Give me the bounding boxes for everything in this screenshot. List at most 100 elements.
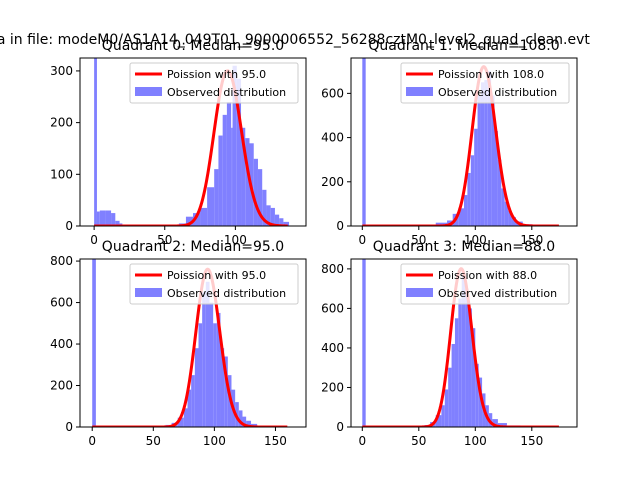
- histogram-bar: [105, 210, 112, 226]
- histogram-bar: [241, 127, 246, 226]
- x-tick-label: 0: [358, 233, 366, 247]
- x-tick-label: 50: [146, 434, 161, 448]
- histogram-bar: [232, 65, 237, 226]
- histogram-bar: [470, 155, 475, 226]
- histogram-bar: [475, 363, 479, 427]
- axes-frame: [350, 57, 578, 227]
- legend-hist-label: Observed distribution: [438, 287, 557, 300]
- histogram-bar: [274, 214, 280, 226]
- histogram-bar: [444, 389, 449, 427]
- histogram-bar: [262, 189, 267, 226]
- histogram-bar: [478, 377, 483, 427]
- histogram-bar: [191, 375, 195, 427]
- x-tick-label: 150: [520, 434, 543, 448]
- histogram-bar: [471, 328, 476, 427]
- legend-hist-swatch: [135, 288, 162, 297]
- histogram-bar: [92, 259, 96, 427]
- legend-poisson-label: Poission with 95.0: [167, 68, 266, 81]
- histogram-bar: [465, 288, 469, 427]
- x-tick-label: 150: [264, 434, 287, 448]
- y-tick-label: 600: [50, 296, 73, 310]
- legend-box: [129, 263, 299, 305]
- histogram-bar: [202, 292, 206, 427]
- panel-quadrant-0: Quadrant 0: Median=95.0 0 50 100 0 100 200 300 P…: [50, 38, 307, 247]
- y-tick-label: 800: [50, 254, 73, 268]
- poisson-curve: [93, 69, 289, 226]
- histogram-bar: [484, 80, 488, 226]
- y-tick-label: 0: [65, 219, 73, 233]
- y-tick-label: 400: [50, 337, 73, 351]
- histogram-bar: [464, 195, 468, 226]
- panel-title: Quadrant 2: Median=95.0: [102, 239, 284, 255]
- panel-quadrant-1: Quadrant 1: Median=108.0 0 50 100 150 0 200 400…: [321, 38, 578, 247]
- y-tick-label: 300: [50, 64, 73, 78]
- histogram-bar: [487, 71, 492, 226]
- histogram-bar: [231, 127, 233, 226]
- histogram-bar: [236, 78, 242, 226]
- legend-hist-swatch: [406, 87, 433, 96]
- y-tick-label: 600: [321, 301, 344, 315]
- histogram-bar: [257, 169, 263, 226]
- histogram-bar: [226, 101, 232, 226]
- histogram-bar: [477, 95, 481, 226]
- x-tick-label: 0: [90, 233, 98, 247]
- legend-poisson-label: Poission with 95.0: [167, 269, 266, 282]
- legend: Poission with 95.0 Observed distribution: [129, 62, 299, 104]
- legend-poisson-label: Poission with 88.0: [438, 269, 537, 282]
- axes-frame: [79, 258, 307, 428]
- y-tick-label: 400: [321, 341, 344, 355]
- histogram-bar: [508, 210, 512, 226]
- histogram-bar: [362, 259, 366, 427]
- legend-poisson-label: Poission with 108.0: [438, 68, 544, 81]
- histogram-bar: [451, 343, 455, 427]
- y-tick-label: 600: [321, 86, 344, 100]
- histogram-bar: [468, 308, 472, 427]
- histogram-bar: [222, 114, 227, 226]
- x-tick-label: 100: [464, 233, 487, 247]
- histogram-bar: [187, 389, 192, 427]
- histogram-bar: [266, 205, 271, 226]
- histogram-bar: [111, 213, 116, 226]
- histogram-bar: [213, 323, 217, 427]
- legend: Poission with 88.0 Observed distribution: [400, 263, 570, 305]
- histogram-bar: [218, 135, 223, 226]
- legend-box: [129, 62, 299, 104]
- panel-title: Quadrant 1: Median=108.0: [368, 38, 559, 54]
- y-tick-label: 800: [321, 262, 344, 276]
- x-tick-label: 0: [358, 434, 366, 448]
- histogram-bar: [205, 281, 210, 427]
- x-tick-label: 50: [157, 233, 172, 247]
- x-tick-label: 100: [464, 434, 487, 448]
- legend-hist-label: Observed distribution: [167, 86, 286, 99]
- y-tick-label: 0: [336, 219, 344, 233]
- histogram-bar: [441, 405, 445, 427]
- histogram-bar: [246, 420, 252, 427]
- y-tick-label: 200: [50, 379, 73, 393]
- x-tick-label: 50: [411, 233, 426, 247]
- histogram-bar: [458, 208, 464, 226]
- x-tick-label: 50: [411, 434, 426, 448]
- legend: Poission with 108.0 Observed distribution: [400, 62, 570, 104]
- histogram-bar: [511, 217, 516, 226]
- histogram-bar: [435, 222, 448, 226]
- histogram-bar: [480, 82, 485, 226]
- histogram-bar: [198, 323, 203, 427]
- histogram-bar: [177, 417, 184, 427]
- histogram-bar: [238, 410, 243, 427]
- legend-hist-swatch: [406, 288, 433, 297]
- histogram-bar: [115, 220, 120, 226]
- histogram-bar: [209, 302, 214, 427]
- legend: Poission with 95.0 Observed distribution: [129, 263, 299, 305]
- histogram-bar: [494, 130, 498, 226]
- histogram-bar: [448, 367, 452, 427]
- histogram-bar: [501, 188, 505, 226]
- histogram-bar: [491, 95, 495, 226]
- histogram-bar: [185, 216, 193, 226]
- histogram-bar: [504, 201, 509, 226]
- histogram-bar: [467, 172, 471, 226]
- histogram-bar: [458, 298, 462, 427]
- x-tick-label: 100: [203, 434, 226, 448]
- y-tick-label: 200: [50, 116, 73, 130]
- histogram-bar: [245, 138, 250, 226]
